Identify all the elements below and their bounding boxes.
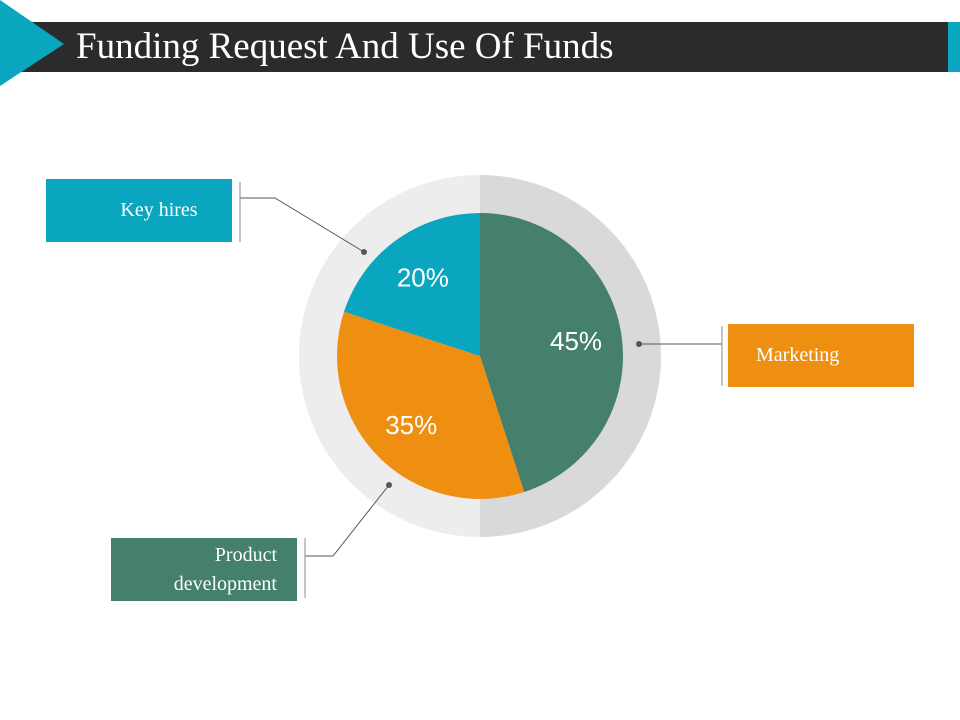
slice-label-product-development: 35% [385,410,437,440]
chart-slices [337,213,623,499]
pie-slice-key-hires [343,213,480,356]
pie-slice-product-development [337,311,525,499]
leader-key-hires-line [240,197,365,253]
leader-key-hires-dot [361,249,367,255]
slice-label-key-hires: 20% [397,262,449,292]
callout-product-development: Product development [111,538,297,601]
page-title: Funding Request And Use Of Funds [76,26,614,67]
pie-slice-marketing [480,213,623,493]
title-triangle-icon [0,0,64,86]
title-accent-right [948,22,960,72]
callout-marketing: Marketing [728,324,914,387]
chart-leader-lines [239,182,723,598]
callout-key-hires: Key hires [46,179,232,242]
slice-label-marketing: 45% [550,326,602,356]
chart-slice-labels: 45% 35% 20% [385,262,602,439]
leader-product-development-dot [386,482,392,488]
leader-marketing-dot [636,341,642,347]
leader-product-development-line [305,484,390,557]
title-bar [0,22,948,72]
